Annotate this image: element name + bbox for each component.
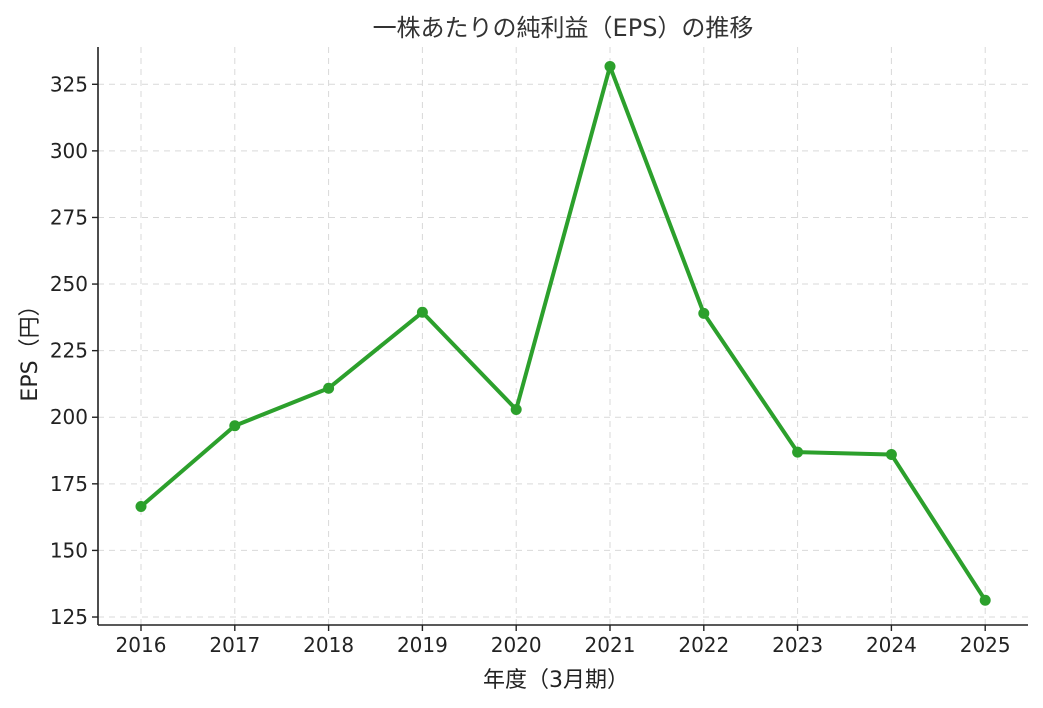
x-tick-label: 2021 xyxy=(585,633,636,657)
ticks-layer: 125 150 175 200 225 250 275 300 325 2016 2017 2018 2… xyxy=(50,72,1011,657)
eps-data-point xyxy=(979,594,991,606)
eps-data-point xyxy=(135,500,147,512)
eps-data-point xyxy=(885,449,897,461)
x-tick-label: 2017 xyxy=(209,633,260,657)
x-tick-label: 2024 xyxy=(866,633,917,657)
axes-layer xyxy=(97,47,1028,626)
y-tick-label: 300 xyxy=(50,139,88,163)
x-tick-label: 2016 xyxy=(116,633,167,657)
x-tick-label: 2020 xyxy=(491,633,542,657)
y-tick-label: 275 xyxy=(50,205,88,229)
y-tick-label: 175 xyxy=(50,472,88,496)
eps-data-point xyxy=(698,307,710,319)
y-tick-label: 325 xyxy=(50,72,88,96)
y-tick-label: 225 xyxy=(50,339,88,363)
x-tick-label: 2018 xyxy=(303,633,354,657)
x-tick-label: 2019 xyxy=(397,633,448,657)
eps-data-point xyxy=(792,446,804,458)
eps-series-line xyxy=(139,64,988,603)
y-tick-label: 125 xyxy=(50,605,88,629)
x-tick-label: 2025 xyxy=(960,633,1011,657)
eps-data-point xyxy=(510,404,522,416)
x-tick-label: 2022 xyxy=(678,633,729,657)
x-tick-label: 2023 xyxy=(772,633,823,657)
chart-title: 一株あたりの純利益（EPS）の推移 xyxy=(373,14,754,42)
eps-data-point xyxy=(323,382,335,394)
y-tick-label: 200 xyxy=(50,405,88,429)
grid-layer xyxy=(98,47,1028,625)
eps-data-point xyxy=(416,306,428,318)
y-axis-title: EPS（円） xyxy=(18,294,43,401)
y-tick-label: 150 xyxy=(50,538,88,562)
y-tick-label: 250 xyxy=(50,272,88,296)
eps-data-point xyxy=(604,60,616,72)
series-layer xyxy=(135,60,991,606)
eps-data-point xyxy=(229,420,241,432)
x-axis-title: 年度（3月期） xyxy=(483,668,629,693)
